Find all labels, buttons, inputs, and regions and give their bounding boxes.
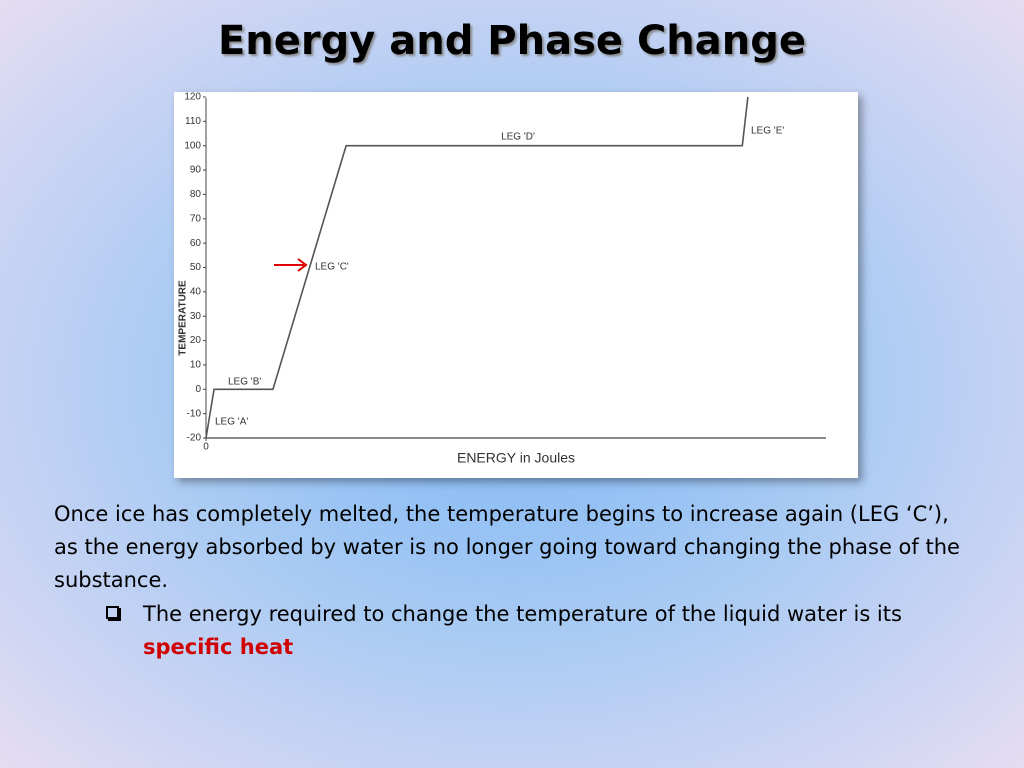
slide-title: Energy and Phase Change: [217, 18, 807, 64]
y-tick-label: 90: [190, 165, 202, 176]
y-tick-label: 100: [184, 140, 201, 151]
y-tick-label: 120: [184, 92, 201, 103]
annotation: LEG 'A': [215, 417, 248, 428]
y-tick-label: 30: [190, 311, 202, 322]
x-tick-label: 0: [203, 442, 209, 453]
bullet-icon: [106, 606, 119, 619]
annotation: LEG 'D': [501, 132, 535, 143]
chart: ENERGY in Joules TEMPERATURE -20 -10 0 10 20…: [178, 92, 826, 466]
arrow-head: [297, 258, 308, 272]
bullet-text: The energy required to change the temper…: [143, 598, 973, 664]
annotation: LEG 'E': [751, 126, 784, 137]
y-tick-label: 80: [190, 189, 202, 200]
chart-image: ENERGY in Joules TEMPERATURE -20 -10 0 10 20…: [174, 92, 858, 478]
paragraph: Once ice has completely melted, the temp…: [54, 502, 960, 592]
highlight: specific heat: [143, 635, 294, 659]
y-tick-label: 20: [190, 335, 202, 346]
line: [205, 96, 749, 439]
y-tick-label: 70: [190, 213, 202, 224]
y-axis-label: TEMPERATURE: [178, 280, 189, 356]
annotation: LEG 'B': [228, 377, 261, 388]
y-tick-label: 40: [190, 286, 202, 297]
y-tick-label: 110: [185, 116, 201, 127]
y-tick-label: 10: [190, 360, 202, 371]
y-tick-label: -10: [187, 408, 202, 419]
y-tick-label: -20: [187, 433, 202, 444]
annotation: LEG 'C': [315, 262, 349, 273]
bullet-body: The energy required to change the temper…: [143, 602, 902, 626]
x-axis-label: ENERGY in Joules: [457, 450, 575, 466]
y-tick-label: 60: [190, 238, 202, 249]
y-tick-label: 0: [195, 384, 201, 395]
y-tick-label: 50: [190, 262, 202, 273]
